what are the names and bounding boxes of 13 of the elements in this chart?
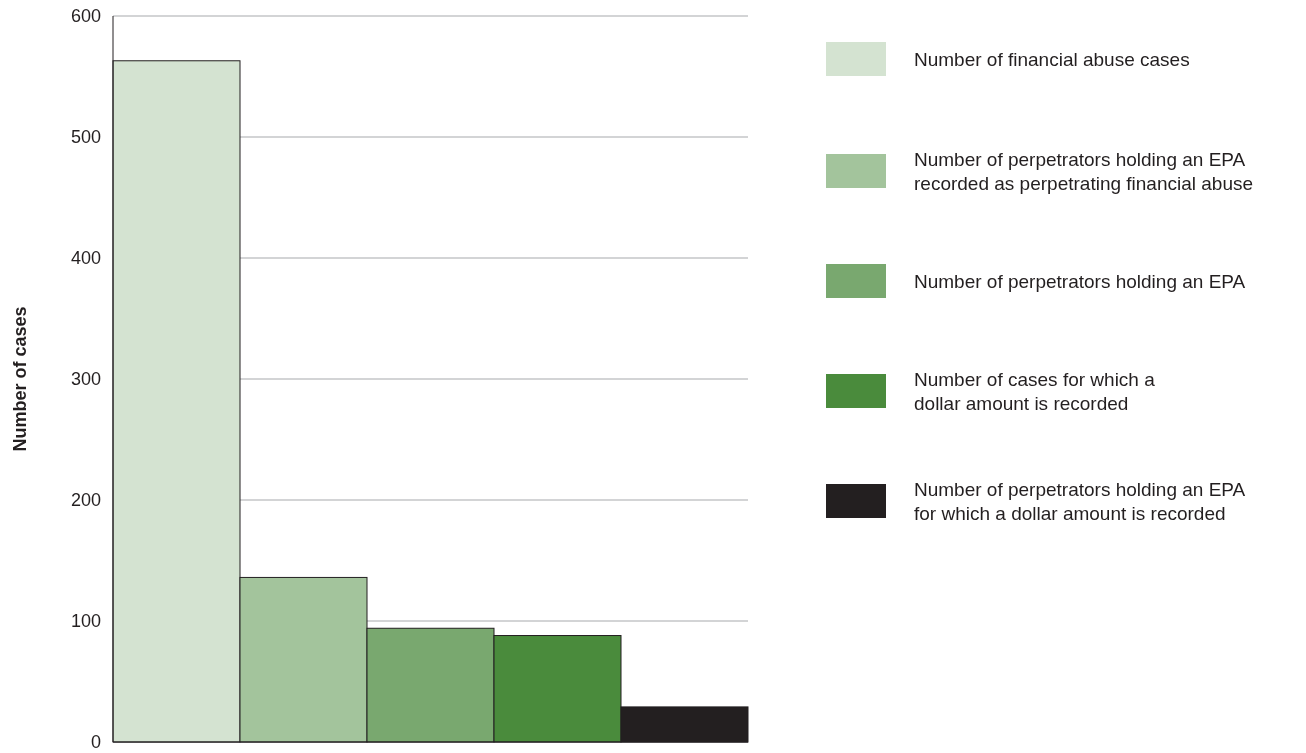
legend-label: Number of perpetrators holding an EPA recorded as perpetrating financial abuse bbox=[914, 148, 1254, 194]
y-tick-label: 600 bbox=[70, 6, 101, 27]
y-tick-label: 400 bbox=[70, 248, 101, 269]
y-tick-label: 300 bbox=[70, 369, 101, 390]
legend-label: Number of cases for which a dollar amount is recorded bbox=[914, 368, 1156, 414]
y-tick-label: 200 bbox=[70, 490, 101, 511]
legend-label: Number of financial abuse cases bbox=[914, 48, 1190, 70]
y-axis-title: Number of cases bbox=[10, 306, 30, 452]
legend-label: Number of perpetrators holding an EPA for which a dollar amount is recorded bbox=[914, 478, 1246, 524]
y-tick-label: 100 bbox=[70, 611, 101, 632]
y-tick-label: 0 bbox=[90, 732, 101, 753]
y-tick-label: 500 bbox=[70, 127, 101, 148]
legend-label: Number of perpetrators holding an EPA bbox=[914, 270, 1246, 292]
